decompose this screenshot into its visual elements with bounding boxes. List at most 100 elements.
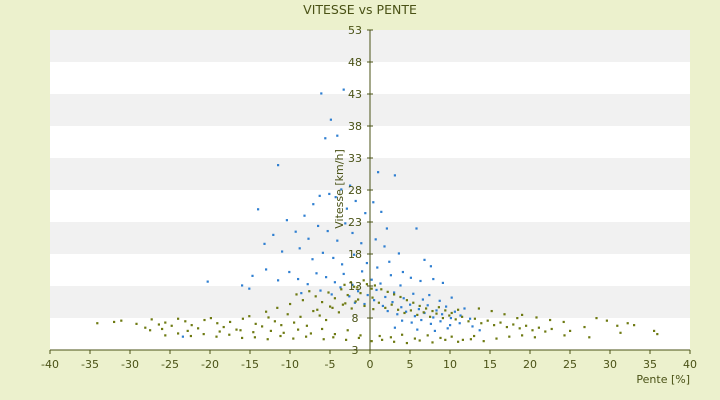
data-point	[518, 327, 521, 330]
data-point	[412, 301, 415, 304]
data-point	[357, 298, 360, 301]
data-point	[438, 299, 441, 302]
data-point	[493, 324, 496, 327]
y-tick-label: 38	[348, 120, 362, 133]
data-point	[292, 337, 295, 340]
data-point	[273, 320, 276, 323]
data-point	[537, 326, 540, 329]
data-point	[377, 171, 380, 174]
data-point	[276, 306, 279, 309]
data-point	[269, 329, 272, 332]
x-tick-label: -15	[241, 358, 259, 371]
y-tick-label: 13	[348, 280, 362, 293]
data-point	[512, 323, 515, 326]
data-point	[341, 263, 344, 266]
data-point	[403, 311, 406, 315]
data-point	[588, 336, 591, 339]
data-point	[345, 338, 348, 341]
data-point	[450, 335, 453, 338]
data-point	[409, 309, 412, 312]
x-tick-label: -30	[121, 358, 139, 371]
data-point	[331, 306, 334, 309]
data-point	[157, 323, 160, 326]
y-tick-label: 53	[348, 24, 362, 37]
data-point	[363, 304, 366, 308]
data-point	[364, 212, 367, 215]
data-points	[96, 88, 659, 345]
data-point	[396, 313, 399, 316]
data-point	[345, 207, 348, 210]
x-tick-label: 10	[443, 358, 457, 371]
y-tick-label: 3	[352, 344, 359, 357]
data-point	[421, 298, 424, 301]
data-point	[409, 303, 412, 306]
data-point	[370, 340, 373, 343]
data-point	[450, 311, 453, 315]
data-point	[321, 251, 324, 254]
data-point	[96, 322, 99, 325]
data-point	[332, 336, 335, 339]
data-point	[405, 341, 408, 345]
data-point	[343, 283, 346, 286]
data-point	[393, 174, 396, 177]
data-point	[350, 307, 353, 310]
series-1	[181, 88, 481, 338]
data-point	[279, 334, 282, 338]
data-point	[261, 325, 264, 328]
data-point	[312, 309, 315, 313]
data-point	[113, 320, 116, 324]
data-point	[370, 278, 373, 281]
data-point	[316, 308, 319, 311]
data-point	[508, 335, 511, 338]
data-point	[381, 338, 384, 341]
data-point	[363, 302, 366, 306]
data-point	[320, 92, 323, 95]
data-point	[441, 313, 444, 316]
data-point	[605, 319, 608, 322]
data-point	[457, 340, 460, 343]
data-point	[426, 304, 429, 307]
data-point	[359, 334, 362, 337]
data-point	[340, 188, 343, 191]
data-point	[203, 318, 206, 322]
data-point	[521, 313, 524, 316]
data-point	[429, 265, 432, 268]
x-tick-label: 35	[643, 358, 657, 371]
data-point	[490, 309, 493, 313]
data-point	[399, 284, 402, 287]
data-point	[380, 210, 383, 213]
data-point	[361, 270, 364, 273]
data-point	[412, 292, 415, 295]
data-point	[186, 329, 189, 332]
data-point	[254, 322, 257, 325]
y-tick-label: 8	[352, 312, 359, 325]
data-point	[467, 320, 470, 323]
data-point	[321, 301, 324, 304]
data-point	[449, 324, 452, 327]
x-tick-label: 0	[367, 358, 374, 371]
data-point	[384, 306, 387, 309]
data-point	[342, 88, 345, 91]
x-tick-label: 5	[407, 358, 414, 371]
data-point	[431, 309, 434, 313]
data-point	[426, 334, 429, 337]
data-point	[149, 329, 152, 332]
data-point	[409, 276, 412, 279]
data-point	[161, 327, 164, 331]
data-point	[293, 321, 296, 324]
data-point	[311, 258, 314, 261]
data-point	[417, 308, 420, 311]
data-point	[333, 281, 336, 284]
data-point	[339, 286, 342, 289]
y-tick-label: 33	[348, 152, 362, 165]
data-point	[326, 229, 329, 233]
data-point	[383, 245, 386, 248]
data-point	[503, 313, 506, 316]
data-point	[505, 325, 508, 329]
data-point	[495, 337, 498, 340]
data-point	[365, 261, 368, 265]
data-point	[334, 196, 337, 199]
data-point	[333, 333, 336, 336]
data-point	[435, 312, 438, 315]
data-point	[380, 288, 383, 291]
